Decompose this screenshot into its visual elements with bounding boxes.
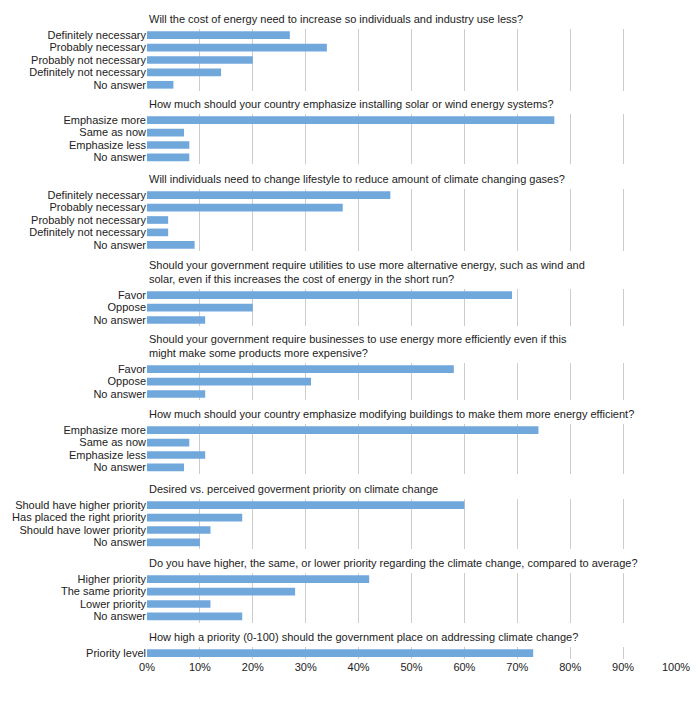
svg-text:Same as now: Same as now: [79, 126, 146, 138]
svg-text:40%: 40%: [348, 661, 370, 673]
svg-text:Should have higher priority: Should have higher priority: [15, 499, 146, 511]
svg-text:Priority level: Priority level: [86, 647, 146, 659]
svg-text:Favor: Favor: [118, 289, 146, 301]
svg-text:Definitely not necessary: Definitely not necessary: [29, 66, 146, 78]
svg-text:Should your government require: Should your government require businesse…: [149, 333, 567, 359]
svg-text:10%: 10%: [189, 661, 211, 673]
svg-text:Will the cost of energy need t: Will the cost of energy need to increase…: [149, 13, 523, 25]
svg-text:Same as now: Same as now: [79, 436, 146, 448]
svg-text:Will individuals need to chang: Will individuals need to change lifestyl…: [149, 173, 565, 185]
svg-text:Emphasize less: Emphasize less: [69, 139, 147, 151]
svg-text:Definitely necessary: Definitely necessary: [48, 29, 147, 41]
svg-text:No answer: No answer: [93, 536, 146, 548]
svg-text:80%: 80%: [559, 661, 581, 673]
svg-text:30%: 30%: [295, 661, 317, 673]
svg-text:Probably necessary: Probably necessary: [49, 201, 146, 213]
svg-text:Definitely necessary: Definitely necessary: [48, 189, 147, 201]
svg-text:Probably not necessary: Probably not necessary: [31, 214, 146, 226]
svg-text:How high a priority (0-100) sh: How high a priority (0-100) should the g…: [149, 631, 578, 643]
svg-text:Higher priority: Higher priority: [78, 573, 147, 585]
svg-text:Definitely not necessary: Definitely not necessary: [29, 226, 146, 238]
svg-text:How much should your country e: How much should your country emphasize i…: [149, 98, 554, 110]
svg-text:Desired vs. perceived govermen: Desired vs. perceived goverment priority…: [149, 483, 438, 495]
svg-text:No answer: No answer: [93, 461, 146, 473]
svg-text:The same priority: The same priority: [61, 585, 146, 597]
svg-text:Probably not necessary: Probably not necessary: [31, 54, 146, 66]
svg-text:Emphasize less: Emphasize less: [69, 449, 147, 461]
svg-text:20%: 20%: [242, 661, 264, 673]
svg-text:90%: 90%: [612, 661, 634, 673]
svg-text:60%: 60%: [453, 661, 475, 673]
svg-text:How much should your country e: How much should your country emphasize m…: [149, 408, 634, 420]
svg-text:Emphasize more: Emphasize more: [63, 424, 146, 436]
svg-text:Do you have higher, the same,: Do you have higher, the same, or lower p…: [149, 557, 638, 569]
svg-text:Oppose: Oppose: [107, 375, 146, 387]
svg-text:Emphasize more: Emphasize more: [63, 114, 146, 126]
svg-text:No answer: No answer: [93, 151, 146, 163]
svg-text:Probably necessary: Probably necessary: [49, 41, 146, 53]
svg-text:100%: 100%: [662, 661, 690, 673]
svg-text:Has placed the right priority: Has placed the right priority: [12, 511, 146, 523]
svg-text:No answer: No answer: [93, 610, 146, 622]
svg-text:Should your government require: Should your government require utilities…: [149, 259, 585, 285]
svg-text:No answer: No answer: [93, 79, 146, 91]
svg-text:50%: 50%: [400, 661, 422, 673]
svg-text:70%: 70%: [506, 661, 528, 673]
svg-text:0%: 0%: [139, 661, 155, 673]
svg-text:Lower priority: Lower priority: [80, 598, 147, 610]
svg-text:No answer: No answer: [93, 314, 146, 326]
svg-text:Favor: Favor: [118, 363, 146, 375]
svg-text:Oppose: Oppose: [107, 301, 146, 313]
svg-text:No answer: No answer: [93, 239, 146, 251]
svg-text:Should have lower priority: Should have lower priority: [19, 524, 146, 536]
svg-text:No answer: No answer: [93, 388, 146, 400]
